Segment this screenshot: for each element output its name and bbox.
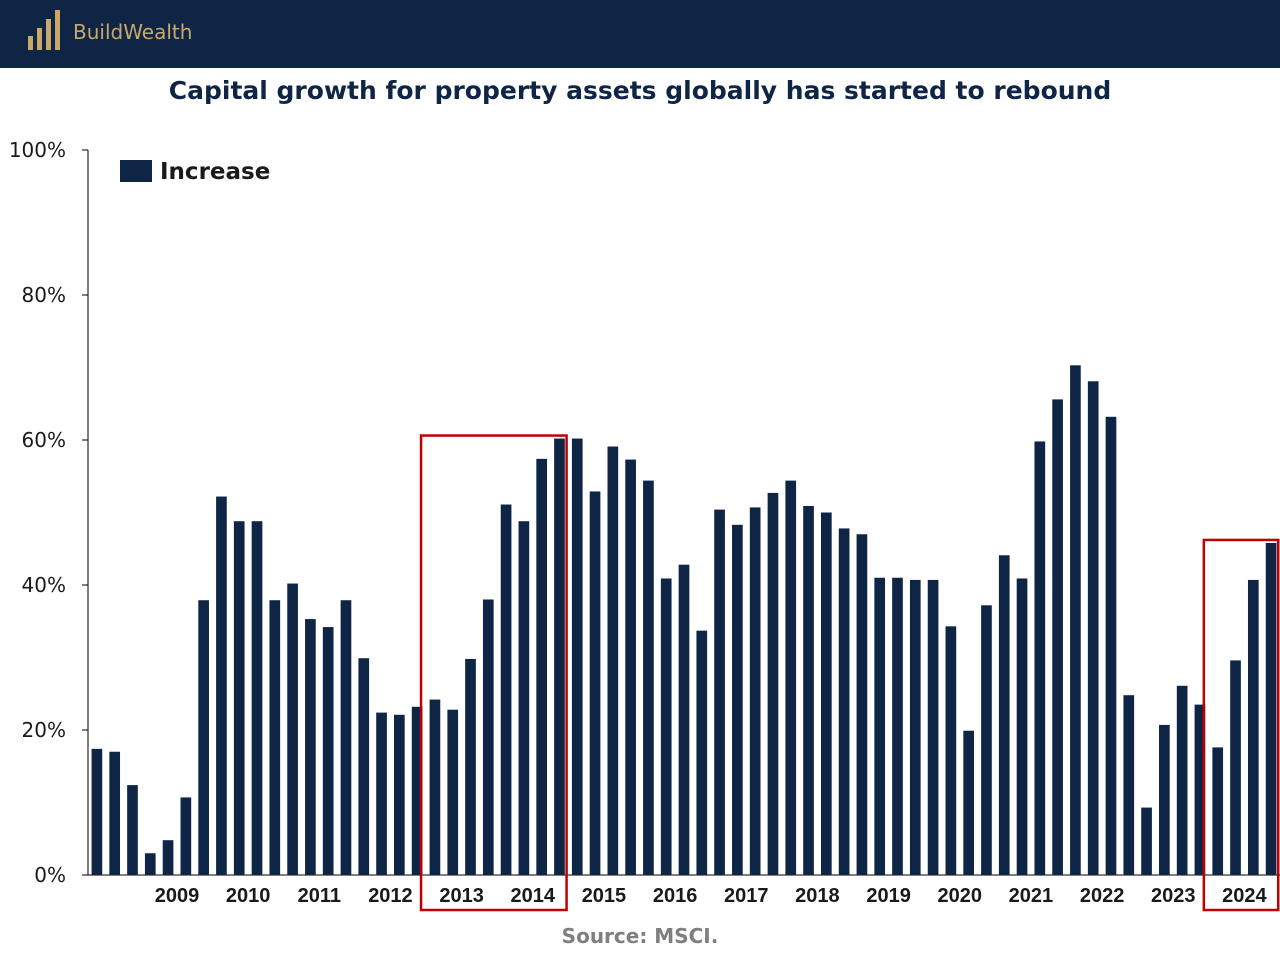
bar xyxy=(127,785,138,875)
bar xyxy=(749,507,761,875)
bar xyxy=(287,583,298,875)
bar xyxy=(554,438,565,875)
bar xyxy=(767,492,779,875)
bar xyxy=(625,459,636,875)
legend-label: Increase xyxy=(160,159,270,185)
header-bar: BuildWealth xyxy=(0,0,1280,68)
bar xyxy=(109,751,121,875)
bar xyxy=(1034,441,1046,875)
bar xyxy=(1052,399,1063,875)
bar xyxy=(216,496,227,875)
bar xyxy=(927,579,939,875)
bar xyxy=(1194,704,1206,875)
bar xyxy=(803,505,814,875)
y-tick-label: 20% xyxy=(22,718,66,742)
bar xyxy=(732,524,743,875)
bar xyxy=(1105,416,1117,875)
bar xyxy=(1087,381,1099,875)
x-tick-label: 2020 xyxy=(938,885,983,907)
bar xyxy=(1265,542,1277,875)
bar xyxy=(981,605,992,875)
bar xyxy=(305,619,316,875)
bar xyxy=(162,840,174,875)
bar xyxy=(1159,724,1170,875)
bar xyxy=(1123,695,1135,875)
bar xyxy=(589,491,601,875)
bar xyxy=(909,579,921,875)
bar xyxy=(376,712,387,875)
bar xyxy=(394,714,405,875)
x-tick-label: 2011 xyxy=(298,885,341,907)
bar xyxy=(269,600,281,875)
bar xyxy=(482,599,494,875)
bar xyxy=(945,626,957,875)
highlight-box xyxy=(1202,538,1280,912)
x-tick-label: 2021 xyxy=(1009,885,1054,907)
brand-name: BuildWealth xyxy=(73,20,193,44)
bar xyxy=(1230,660,1241,875)
bar xyxy=(660,578,672,875)
bar xyxy=(233,521,245,875)
bar-columns-icon xyxy=(28,10,60,50)
bar xyxy=(251,521,263,875)
bar xyxy=(536,458,548,875)
bar xyxy=(874,577,886,875)
bar xyxy=(607,446,619,875)
bar xyxy=(465,658,476,875)
x-tick-label: 2022 xyxy=(1080,885,1125,907)
bar xyxy=(696,630,708,875)
x-tick-label: 2012 xyxy=(368,885,413,907)
x-tick-label: 2023 xyxy=(1151,885,1196,907)
source-note: Source: MSCI. xyxy=(561,924,719,948)
x-tick-label: 2016 xyxy=(653,885,698,907)
bar xyxy=(1141,807,1152,875)
x-tick-label: 2018 xyxy=(795,885,840,907)
bar xyxy=(198,600,209,875)
bar xyxy=(91,748,103,875)
bar xyxy=(411,706,423,875)
bar-chart: 0% 20% 40% 60% 80% 100% 2009 2010 2011 2012 2013 20… xyxy=(9,138,1280,912)
y-tick-label: 60% xyxy=(22,428,66,452)
x-tick-label: 2015 xyxy=(582,885,627,907)
x-tick-label: 2013 xyxy=(439,885,484,907)
bar xyxy=(1016,578,1028,875)
bar xyxy=(838,528,850,875)
bar xyxy=(998,555,1010,875)
bar xyxy=(1176,685,1188,875)
bar xyxy=(820,512,832,875)
bar xyxy=(322,627,334,875)
bar xyxy=(678,564,690,875)
bar xyxy=(144,853,156,875)
x-tick-label: 2010 xyxy=(226,885,271,907)
bar xyxy=(571,438,583,875)
y-tick-label: 0% xyxy=(34,863,66,887)
bar xyxy=(518,521,530,875)
x-tick-label: 2024 xyxy=(1222,885,1267,907)
bar xyxy=(643,480,654,875)
bar xyxy=(1070,365,1081,875)
x-tick-label: 2017 xyxy=(724,885,769,907)
bar xyxy=(1247,579,1259,875)
bar xyxy=(714,509,725,875)
chart-title: Capital growth for property assets globa… xyxy=(168,76,1112,105)
y-tick-label: 40% xyxy=(22,573,66,597)
bar xyxy=(180,797,192,875)
bar xyxy=(1212,747,1224,875)
bar xyxy=(358,658,370,875)
bar xyxy=(447,709,459,875)
x-tick-label: 2009 xyxy=(155,885,200,907)
bar xyxy=(500,504,512,875)
bar xyxy=(963,730,974,875)
x-tick-label: 2019 xyxy=(866,885,911,907)
highlight-box xyxy=(419,434,568,912)
y-tick-label: 80% xyxy=(22,283,66,307)
bar xyxy=(892,577,903,875)
bar xyxy=(785,480,797,875)
bar xyxy=(856,534,868,875)
bar xyxy=(429,699,441,875)
legend-swatch xyxy=(120,160,152,182)
x-tick-label: 2014 xyxy=(511,885,556,907)
y-tick-label: 100% xyxy=(9,138,66,162)
bar xyxy=(340,600,352,875)
